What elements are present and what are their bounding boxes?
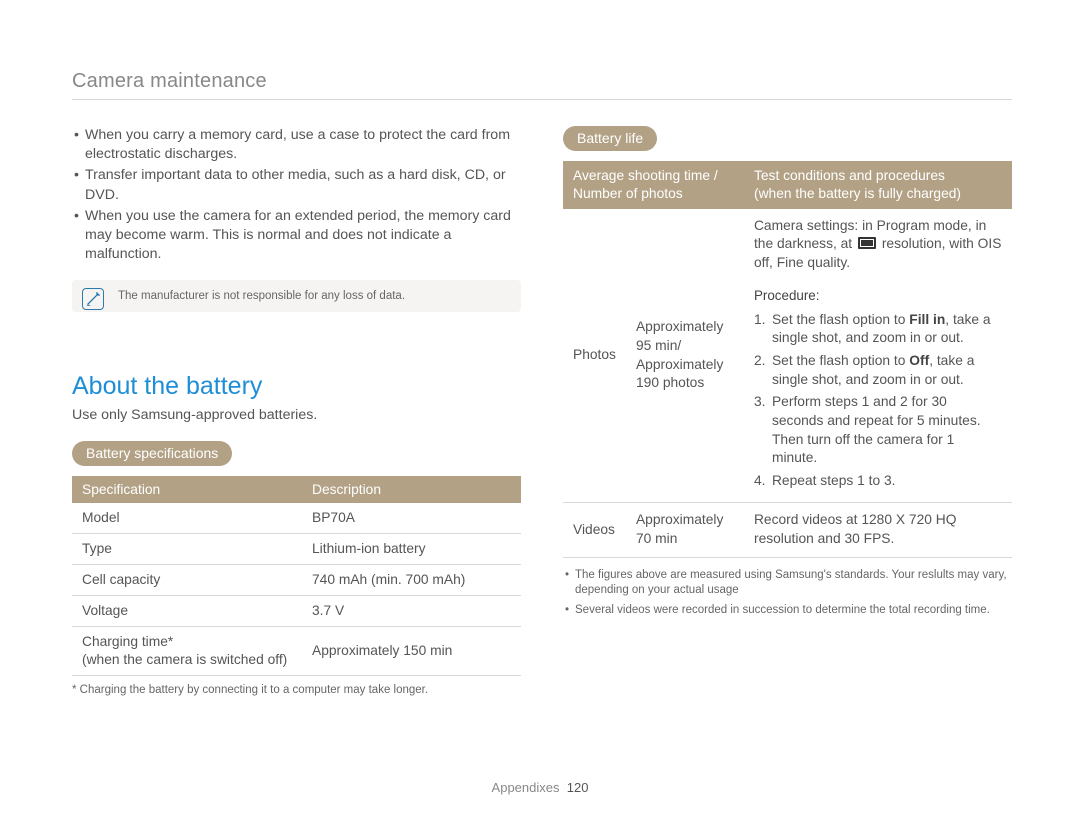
memory-card-tips-list: When you carry a memory card, use a case… bbox=[72, 126, 521, 264]
col-header: Description bbox=[302, 476, 521, 503]
text-fragment: Set the flash option to bbox=[772, 312, 909, 327]
text-bold: Off bbox=[909, 353, 929, 368]
note-box: The manufacturer is not responsible for … bbox=[72, 280, 521, 312]
cell: BP70A bbox=[302, 503, 521, 533]
list-item: Transfer important data to other media, … bbox=[72, 166, 521, 204]
table-row: ModelBP70A bbox=[72, 503, 521, 533]
header-line1: Average shooting time / bbox=[573, 168, 718, 183]
list-item: Several videos were recorded in successi… bbox=[563, 603, 1012, 619]
table-row: Cell capacity740 mAh (min. 700 mAh) bbox=[72, 565, 521, 596]
note-icon bbox=[82, 288, 104, 310]
procedure-label: Procedure: bbox=[754, 287, 1002, 305]
procedure-step: Set the flash option to Fill in, take a … bbox=[754, 311, 1002, 348]
col-header: Specification bbox=[72, 476, 302, 503]
battery-spec-heading: Battery specifications bbox=[72, 441, 232, 466]
list-item: The figures above are measured using Sam… bbox=[563, 568, 1012, 599]
page-number: 120 bbox=[567, 780, 589, 795]
row-desc: Camera settings: in Program mode, in the… bbox=[744, 209, 1012, 503]
value-line: 95 min/ bbox=[636, 338, 681, 353]
spec-footnote: * Charging the battery by connecting it … bbox=[72, 684, 521, 696]
value-line: 190 photos bbox=[636, 375, 704, 390]
row-label: Photos bbox=[563, 209, 626, 503]
battery-life-notes: The figures above are measured using Sam… bbox=[563, 568, 1012, 619]
cell: Approximately 150 min bbox=[302, 626, 521, 675]
table-row: TypeLithium-ion battery bbox=[72, 534, 521, 565]
table-row: Voltage3.7 V bbox=[72, 595, 521, 626]
cell: Voltage bbox=[72, 595, 302, 626]
table-header-row: Specification Description bbox=[72, 476, 521, 503]
battery-life-table: Average shooting time / Number of photos… bbox=[563, 161, 1012, 558]
row-value: Approximately 95 min/ Approximately 190 … bbox=[626, 209, 744, 503]
table-row: Charging time* (when the camera is switc… bbox=[72, 626, 521, 675]
list-item: When you carry a memory card, use a case… bbox=[72, 126, 521, 164]
col-header: Average shooting time / Number of photos bbox=[563, 161, 744, 209]
left-column: When you carry a memory card, use a case… bbox=[72, 126, 521, 696]
col-header: Test conditions and procedures (when the… bbox=[744, 161, 1012, 209]
cell-line2: (when the camera is switched off) bbox=[82, 652, 287, 667]
cell: Cell capacity bbox=[72, 565, 302, 596]
right-column: Battery life Average shooting time / Num… bbox=[563, 126, 1012, 696]
cell: Type bbox=[72, 534, 302, 565]
header-line1: Test conditions and procedures bbox=[754, 168, 945, 183]
two-column-layout: When you carry a memory card, use a case… bbox=[72, 126, 1012, 696]
procedure-step: Repeat steps 1 to 3. bbox=[754, 472, 1002, 491]
photos-row: Photos Approximately 95 min/ Approximate… bbox=[563, 209, 1012, 503]
row-desc: Record videos at 1280 X 720 HQ resolutio… bbox=[744, 503, 1012, 557]
text-bold: Fill in bbox=[909, 312, 945, 327]
value-line: Approximately bbox=[636, 357, 723, 372]
header-rule bbox=[72, 99, 1012, 100]
cell: Model bbox=[72, 503, 302, 533]
page-footer: Appendixes 120 bbox=[0, 780, 1080, 795]
row-value: Approximately 70 min bbox=[626, 503, 744, 557]
value-line: 70 min bbox=[636, 531, 677, 546]
videos-row: Videos Approximately 70 min Record video… bbox=[563, 503, 1012, 557]
header-line2: Number of photos bbox=[573, 186, 683, 201]
text-fragment: Set the flash option to bbox=[772, 353, 909, 368]
value-line: Approximately bbox=[636, 319, 723, 334]
page-title: Camera maintenance bbox=[72, 70, 1012, 93]
battery-life-heading: Battery life bbox=[563, 126, 657, 151]
cell: Charging time* (when the camera is switc… bbox=[72, 626, 302, 675]
camera-settings-text: Camera settings: in Program mode, in the… bbox=[754, 217, 1002, 273]
cell: Lithium-ion battery bbox=[302, 534, 521, 565]
footer-section: Appendixes bbox=[492, 780, 560, 795]
cell: 740 mAh (min. 700 mAh) bbox=[302, 565, 521, 596]
header-line2: (when the battery is fully charged) bbox=[754, 186, 961, 201]
row-label: Videos bbox=[563, 503, 626, 557]
procedure-step: Perform steps 1 and 2 for 30 seconds and… bbox=[754, 393, 1002, 468]
list-item: When you use the camera for an extended … bbox=[72, 207, 521, 265]
resolution-icon bbox=[858, 237, 876, 249]
page: Camera maintenance When you carry a memo… bbox=[0, 0, 1080, 726]
section-subtext: Use only Samsung-approved batteries. bbox=[72, 407, 521, 423]
battery-spec-table: Specification Description ModelBP70A Typ… bbox=[72, 476, 521, 676]
table-header-row: Average shooting time / Number of photos… bbox=[563, 161, 1012, 209]
section-heading: About the battery bbox=[72, 372, 521, 401]
procedure-step: Set the flash option to Off, take a sing… bbox=[754, 352, 1002, 389]
value-line: Approximately bbox=[636, 512, 723, 527]
procedure-list: Set the flash option to Fill in, take a … bbox=[754, 311, 1002, 491]
cell-line1: Charging time* bbox=[82, 634, 173, 649]
cell: 3.7 V bbox=[302, 595, 521, 626]
note-text: The manufacturer is not responsible for … bbox=[118, 290, 405, 302]
